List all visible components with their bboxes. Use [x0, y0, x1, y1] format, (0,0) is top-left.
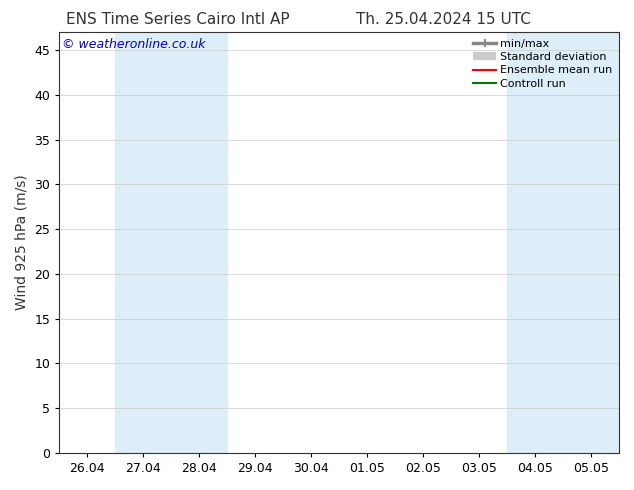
Text: Th. 25.04.2024 15 UTC: Th. 25.04.2024 15 UTC: [356, 12, 531, 27]
Bar: [115, 32, 171, 453]
Y-axis label: Wind 925 hPa (m/s): Wind 925 hPa (m/s): [15, 175, 29, 311]
Bar: [563, 32, 619, 453]
Bar: [171, 32, 228, 453]
Text: © weatheronline.co.uk: © weatheronline.co.uk: [62, 38, 206, 51]
Bar: [507, 32, 563, 453]
Text: ENS Time Series Cairo Intl AP: ENS Time Series Cairo Intl AP: [66, 12, 289, 27]
Legend: min/max, Standard deviation, Ensemble mean run, Controll run: min/max, Standard deviation, Ensemble me…: [469, 34, 617, 93]
